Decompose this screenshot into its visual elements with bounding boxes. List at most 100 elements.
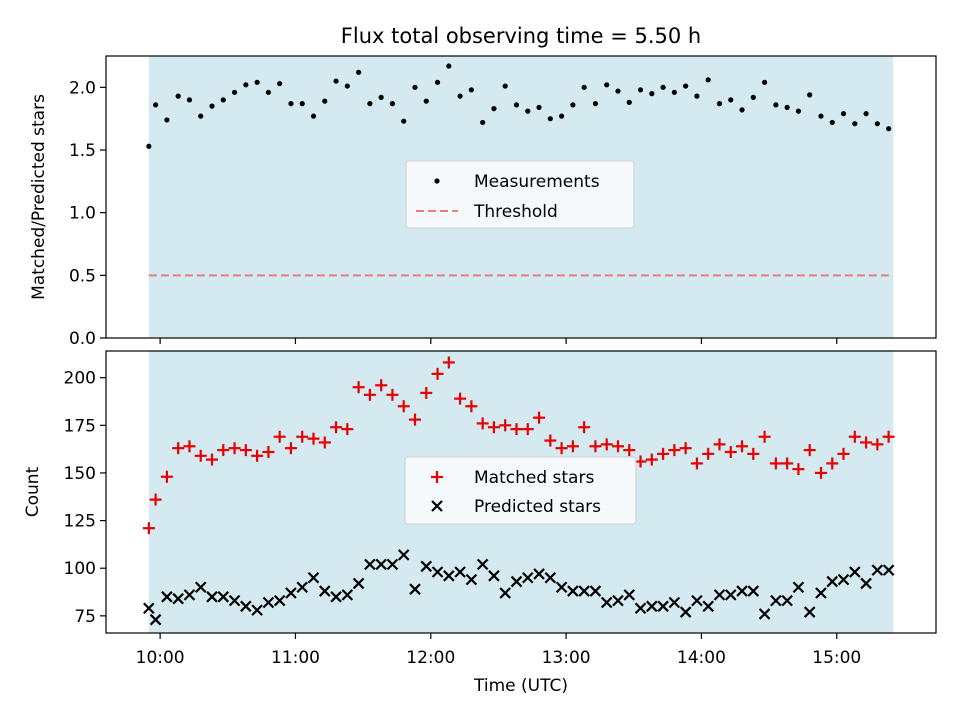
matched-star-point — [251, 449, 264, 462]
predicted-star-point — [296, 581, 309, 594]
matched-star-point — [206, 453, 219, 466]
predicted-star-point — [318, 585, 331, 597]
measurement-point — [356, 69, 362, 75]
measurement-point — [457, 93, 463, 99]
predicted-star-point — [420, 560, 433, 573]
measurement-point — [220, 97, 226, 103]
predicted-star-point — [578, 585, 590, 597]
predicted-star-point — [285, 587, 297, 599]
predicted-star-point — [747, 585, 760, 597]
predicted-star-point — [589, 585, 602, 597]
matched-star-point — [566, 440, 579, 453]
count-panel: 75 100 125 150 175 200 10:00 11:00 12:00 13:00 14… — [23, 350, 937, 696]
matched-star-point — [702, 447, 715, 460]
matched-star-point — [871, 438, 884, 451]
measurement-point — [254, 79, 260, 85]
measurement-point — [175, 93, 181, 99]
matched-star-point — [375, 379, 388, 392]
matched-star-point — [589, 440, 602, 453]
measurement-point — [716, 101, 723, 107]
measurement-point — [592, 101, 599, 107]
predicted-star-point — [871, 564, 884, 576]
matched-star-point — [273, 430, 286, 443]
measurement-point — [886, 126, 892, 132]
measurement-point — [570, 102, 576, 108]
predicted-star-point — [792, 581, 805, 594]
matched-star-point — [645, 453, 658, 466]
predicted-star-point — [330, 591, 342, 603]
measurement-point — [649, 91, 655, 97]
x-tick-label: 11:00 — [271, 648, 320, 668]
measurement-point — [198, 113, 204, 119]
matched-star-point — [758, 430, 771, 443]
predicted-star-point — [657, 600, 669, 613]
ratio-y-axis-label: Matched/Predicted stars — [29, 94, 49, 300]
matched-star-point — [397, 400, 410, 413]
y-tick-label: 150 — [64, 464, 96, 484]
matched-star-point — [284, 442, 297, 455]
legend-measurements-marker — [434, 178, 440, 184]
measurement-point — [626, 99, 632, 105]
measurement-point — [389, 101, 396, 107]
predicted-star-point — [194, 581, 207, 594]
predicted-star-point — [679, 606, 692, 618]
measurement-point — [660, 84, 666, 90]
matched-star-point — [769, 457, 782, 470]
predicted-star-point — [240, 600, 252, 613]
measurement-point — [367, 101, 373, 107]
matched-star-point — [882, 430, 895, 443]
matched-star-point — [341, 423, 354, 436]
matched-star-point — [781, 457, 794, 470]
x-axis-label: Time (UTC) — [473, 676, 568, 696]
predicted-star-point — [206, 591, 218, 603]
measurement-point — [164, 117, 170, 123]
matched-star-point — [442, 356, 455, 369]
measurement-point — [434, 79, 441, 85]
matched-star-point — [510, 423, 523, 436]
predicted-star-point — [837, 573, 850, 586]
measurement-point — [615, 88, 621, 94]
predicted-star-point — [465, 573, 478, 586]
matched-star-point — [578, 421, 591, 434]
measurement-point — [818, 113, 824, 119]
predicted-star-point — [397, 549, 410, 561]
predicted-star-point — [262, 596, 275, 609]
predicted-star-point — [713, 589, 726, 601]
measurement-point — [446, 63, 452, 69]
chart-title: Flux total observing time = 5.50 h — [341, 24, 701, 48]
matched-star-point — [217, 444, 230, 457]
matched-star-point — [363, 388, 376, 401]
matched-star-point — [499, 419, 512, 432]
predicted-star-point — [770, 594, 782, 607]
predicted-star-point — [409, 583, 421, 595]
measurement-point — [146, 143, 152, 149]
predicted-star-point — [781, 594, 793, 607]
predicted-star-point — [364, 558, 376, 571]
matched-star-point — [142, 522, 155, 535]
y-tick-label: 125 — [64, 512, 96, 532]
matched-star-point — [623, 444, 636, 457]
predicted-star-point — [161, 591, 173, 603]
predicted-star-point — [183, 589, 196, 601]
measurement-point — [423, 98, 429, 104]
ratio-legend: Measurements Threshold — [405, 160, 635, 229]
matched-star-point — [352, 381, 365, 394]
matched-star-point — [454, 392, 467, 405]
predicted-star-point — [217, 591, 230, 603]
matched-star-point — [183, 440, 196, 453]
legend-matched-label: Matched stars — [474, 468, 594, 488]
measurement-point — [683, 83, 689, 89]
measurement-point — [784, 104, 790, 110]
count-panel-frame — [105, 350, 937, 634]
measurement-point — [547, 116, 553, 122]
predicted-star-point — [443, 570, 455, 582]
predicted-star-point — [431, 566, 444, 578]
predicted-star-point — [488, 570, 500, 582]
measurement-point — [468, 87, 474, 93]
predicted-star-point — [307, 571, 320, 584]
matched-star-point — [172, 442, 185, 455]
x-tick-label: 13:00 — [542, 648, 591, 668]
matched-star-point — [262, 445, 275, 458]
predicted-star-point — [251, 604, 263, 616]
